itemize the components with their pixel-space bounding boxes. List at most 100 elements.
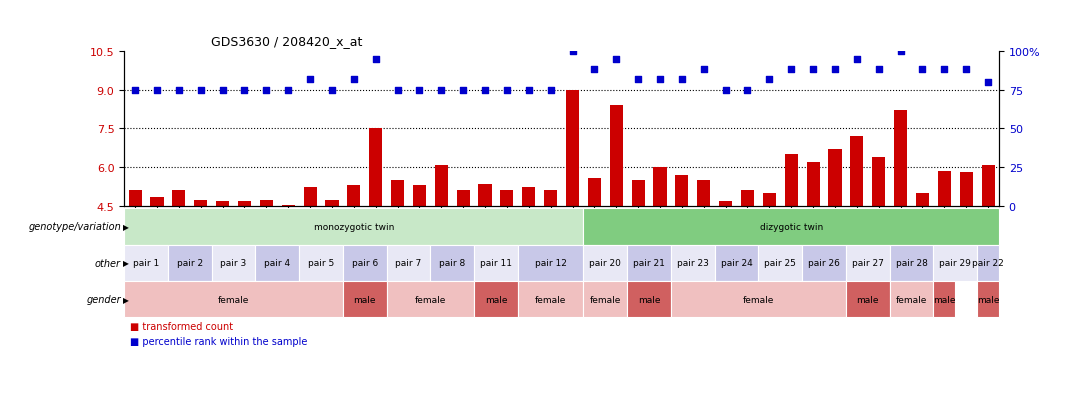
Point xyxy=(739,87,756,94)
Bar xyxy=(937,172,950,206)
Bar xyxy=(894,111,907,206)
Text: pair 4: pair 4 xyxy=(265,259,291,268)
Text: pair 5: pair 5 xyxy=(308,259,334,268)
Bar xyxy=(741,191,754,206)
Text: pair 21: pair 21 xyxy=(633,259,665,268)
Bar xyxy=(719,201,732,206)
Text: ■ percentile rank within the sample: ■ percentile rank within the sample xyxy=(130,337,307,347)
Point xyxy=(192,87,210,94)
Text: pair 26: pair 26 xyxy=(808,259,840,268)
Text: pair 6: pair 6 xyxy=(352,259,378,268)
Bar xyxy=(916,194,929,206)
Point xyxy=(848,56,865,63)
Text: female: female xyxy=(743,295,774,304)
Point xyxy=(346,76,363,83)
Bar xyxy=(785,155,798,206)
Bar xyxy=(129,191,141,206)
Text: pair 8: pair 8 xyxy=(440,259,465,268)
Text: gender: gender xyxy=(86,294,121,304)
Bar xyxy=(850,137,863,206)
Text: pair 11: pair 11 xyxy=(480,259,512,268)
Point xyxy=(280,87,297,94)
Text: dizygotic twin: dizygotic twin xyxy=(759,222,823,231)
Bar xyxy=(216,201,229,206)
Bar xyxy=(325,200,338,206)
Text: pair 12: pair 12 xyxy=(535,259,567,268)
Point xyxy=(630,76,647,83)
Point xyxy=(214,87,231,94)
Bar xyxy=(413,186,426,206)
Text: pair 20: pair 20 xyxy=(590,259,621,268)
Point xyxy=(235,87,253,94)
Bar xyxy=(807,163,820,206)
Text: ▶: ▶ xyxy=(123,259,129,268)
Text: monozygotic twin: monozygotic twin xyxy=(313,222,394,231)
Text: pair 2: pair 2 xyxy=(177,259,203,268)
Point xyxy=(760,76,778,83)
Point xyxy=(958,67,975,74)
Point xyxy=(323,87,340,94)
Point xyxy=(696,67,713,74)
Point xyxy=(476,87,494,94)
Text: pair 27: pair 27 xyxy=(852,259,883,268)
Point xyxy=(367,56,384,63)
Text: ■ transformed count: ■ transformed count xyxy=(130,321,232,331)
Bar xyxy=(828,150,841,206)
Text: pair 29: pair 29 xyxy=(940,259,971,268)
Bar xyxy=(632,181,645,206)
Bar xyxy=(282,205,295,206)
Text: pair 22: pair 22 xyxy=(972,259,1004,268)
Point xyxy=(870,67,888,74)
Point xyxy=(673,76,690,83)
Bar xyxy=(523,187,536,206)
Point xyxy=(805,67,822,74)
Point xyxy=(783,67,800,74)
Text: pair 1: pair 1 xyxy=(133,259,159,268)
Text: ▶: ▶ xyxy=(123,295,129,304)
Point xyxy=(717,87,734,94)
Bar xyxy=(260,200,273,206)
Text: pair 24: pair 24 xyxy=(720,259,753,268)
Text: other: other xyxy=(95,258,121,268)
Point xyxy=(980,79,997,86)
Text: GDS3630 / 208420_x_at: GDS3630 / 208420_x_at xyxy=(211,35,362,47)
Bar xyxy=(873,157,886,206)
Text: female: female xyxy=(218,295,249,304)
Bar xyxy=(960,173,973,206)
Text: male: male xyxy=(485,295,508,304)
Text: male: male xyxy=(976,295,999,304)
Text: pair 28: pair 28 xyxy=(895,259,928,268)
Point xyxy=(148,87,165,94)
Point xyxy=(498,87,515,94)
Bar xyxy=(982,165,995,206)
Text: pair 7: pair 7 xyxy=(395,259,421,268)
Point xyxy=(171,87,188,94)
Point xyxy=(301,76,319,83)
Point xyxy=(914,67,931,74)
Text: pair 25: pair 25 xyxy=(765,259,796,268)
Text: male: male xyxy=(638,295,660,304)
Bar xyxy=(610,106,623,206)
Text: male: male xyxy=(933,295,956,304)
Bar xyxy=(150,197,163,206)
Bar xyxy=(238,201,251,206)
Point xyxy=(389,87,406,94)
Point xyxy=(455,87,472,94)
Bar xyxy=(544,191,557,206)
Text: ▶: ▶ xyxy=(123,222,129,231)
Text: male: male xyxy=(353,295,376,304)
Bar xyxy=(348,186,361,206)
Bar xyxy=(369,129,382,206)
Bar xyxy=(500,191,513,206)
Bar xyxy=(653,168,666,206)
Bar xyxy=(457,191,470,206)
Text: genotype/variation: genotype/variation xyxy=(28,222,121,232)
Point xyxy=(608,56,625,63)
Text: female: female xyxy=(895,295,928,304)
Bar xyxy=(478,185,491,206)
Text: female: female xyxy=(590,295,621,304)
Point xyxy=(585,67,603,74)
Bar xyxy=(675,176,688,206)
Bar xyxy=(762,194,775,206)
Bar xyxy=(566,90,579,206)
